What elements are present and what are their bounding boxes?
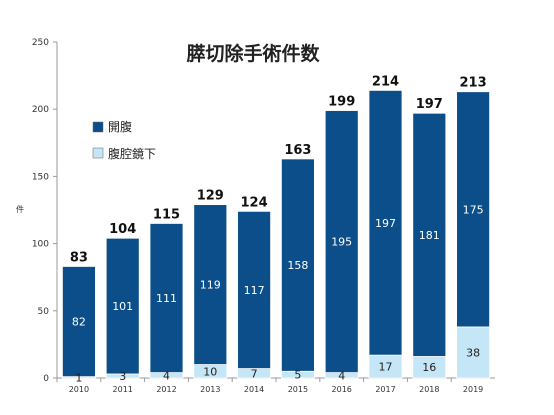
bar-segment-laparotomy — [193, 204, 228, 365]
x-tick-label: 2018 — [419, 385, 439, 394]
y-tick-label: 100 — [32, 240, 49, 250]
bar-segment-laparotomy — [105, 237, 140, 375]
y-tick-label: 50 — [38, 307, 50, 317]
data-label-laparoscopic: 4 — [163, 369, 170, 382]
data-label-laparotomy: 119 — [200, 279, 221, 292]
data-label-laparoscopic: 10 — [203, 365, 217, 378]
x-tick-label: 2012 — [156, 385, 176, 394]
x-tick-label: 2016 — [332, 385, 352, 394]
data-label-laparoscopic: 16 — [422, 361, 436, 374]
x-tick-label: 2010 — [69, 385, 89, 394]
x-tick-label: 2017 — [375, 385, 395, 394]
legend-swatch-laparotomy — [92, 121, 104, 133]
data-label-laparoscopic: 3 — [119, 370, 126, 383]
data-label-laparotomy: 197 — [375, 217, 396, 230]
bar-segment-laparotomy — [456, 91, 491, 328]
legend-swatch-laparoscopic — [92, 147, 104, 159]
data-label-laparoscopic: 1 — [75, 371, 82, 384]
bar-segment-laparotomy — [237, 210, 272, 369]
data-label-laparoscopic: 17 — [379, 361, 393, 374]
x-axis: 2010 2011 2012 2013 2014 2015 2016 2017 2018 2019 — [56, 377, 495, 394]
bar-segment-laparotomy — [412, 112, 447, 357]
data-label-laparotomy: 181 — [419, 229, 440, 242]
bar-segment-laparotomy — [62, 266, 96, 378]
bar-segment-laparotomy — [324, 110, 359, 374]
y-tick-label: 250 — [32, 38, 49, 48]
bars: 82 1 83 101 3 104 111 4 115 119 10 129 117 7 124 158 5 16… — [62, 74, 491, 384]
data-label-total: 115 — [153, 207, 180, 222]
data-label-total: 213 — [460, 76, 487, 91]
x-tick-label: 2014 — [244, 385, 264, 394]
x-tick-label: 2019 — [463, 385, 483, 394]
data-label-total: 214 — [372, 74, 399, 89]
data-label-total: 83 — [70, 250, 88, 265]
data-label-total: 129 — [197, 189, 224, 204]
legend: 開腹 腹腔鏡下 — [92, 120, 156, 161]
data-label-laparotomy: 158 — [287, 259, 308, 272]
y-tick-label: 150 — [32, 172, 49, 182]
y-tick-label: 0 — [43, 374, 49, 384]
x-tick-label: 2013 — [200, 385, 220, 394]
y-axis-label: 件 — [16, 204, 24, 214]
data-label-total: 197 — [416, 97, 443, 112]
data-label-laparotomy: 111 — [156, 292, 177, 305]
data-label-total: 124 — [241, 195, 268, 210]
legend-label-laparotomy: 開腹 — [108, 120, 132, 134]
bar-segment-laparotomy — [149, 223, 184, 374]
data-label-laparotomy: 101 — [112, 300, 133, 313]
legend-label-laparoscopic: 腹腔鏡下 — [108, 146, 156, 161]
data-label-total: 199 — [328, 95, 355, 110]
data-label-total: 163 — [284, 143, 311, 158]
data-label-laparotomy: 175 — [463, 203, 484, 216]
data-label-laparoscopic: 5 — [294, 369, 301, 382]
data-label-laparotomy: 117 — [244, 284, 265, 297]
bar-segment-laparotomy — [280, 158, 315, 372]
data-label-laparotomy: 195 — [331, 236, 352, 249]
data-label-laparoscopic: 4 — [338, 369, 345, 382]
data-label-total: 104 — [109, 222, 136, 237]
x-tick-label: 2015 — [288, 385, 308, 394]
data-label-laparoscopic: 38 — [466, 346, 480, 359]
y-tick-label: 200 — [32, 105, 49, 115]
bar-segment-laparoscopic — [456, 326, 491, 379]
chart-title: 膵切除手術件数 — [186, 42, 320, 65]
data-label-laparoscopic: 7 — [251, 367, 258, 380]
data-label-laparotomy: 82 — [72, 316, 86, 329]
x-tick-label: 2011 — [113, 385, 133, 394]
y-axis: 0 50 100 150 200 250 — [32, 38, 58, 384]
bar-segment-laparotomy — [368, 89, 403, 356]
